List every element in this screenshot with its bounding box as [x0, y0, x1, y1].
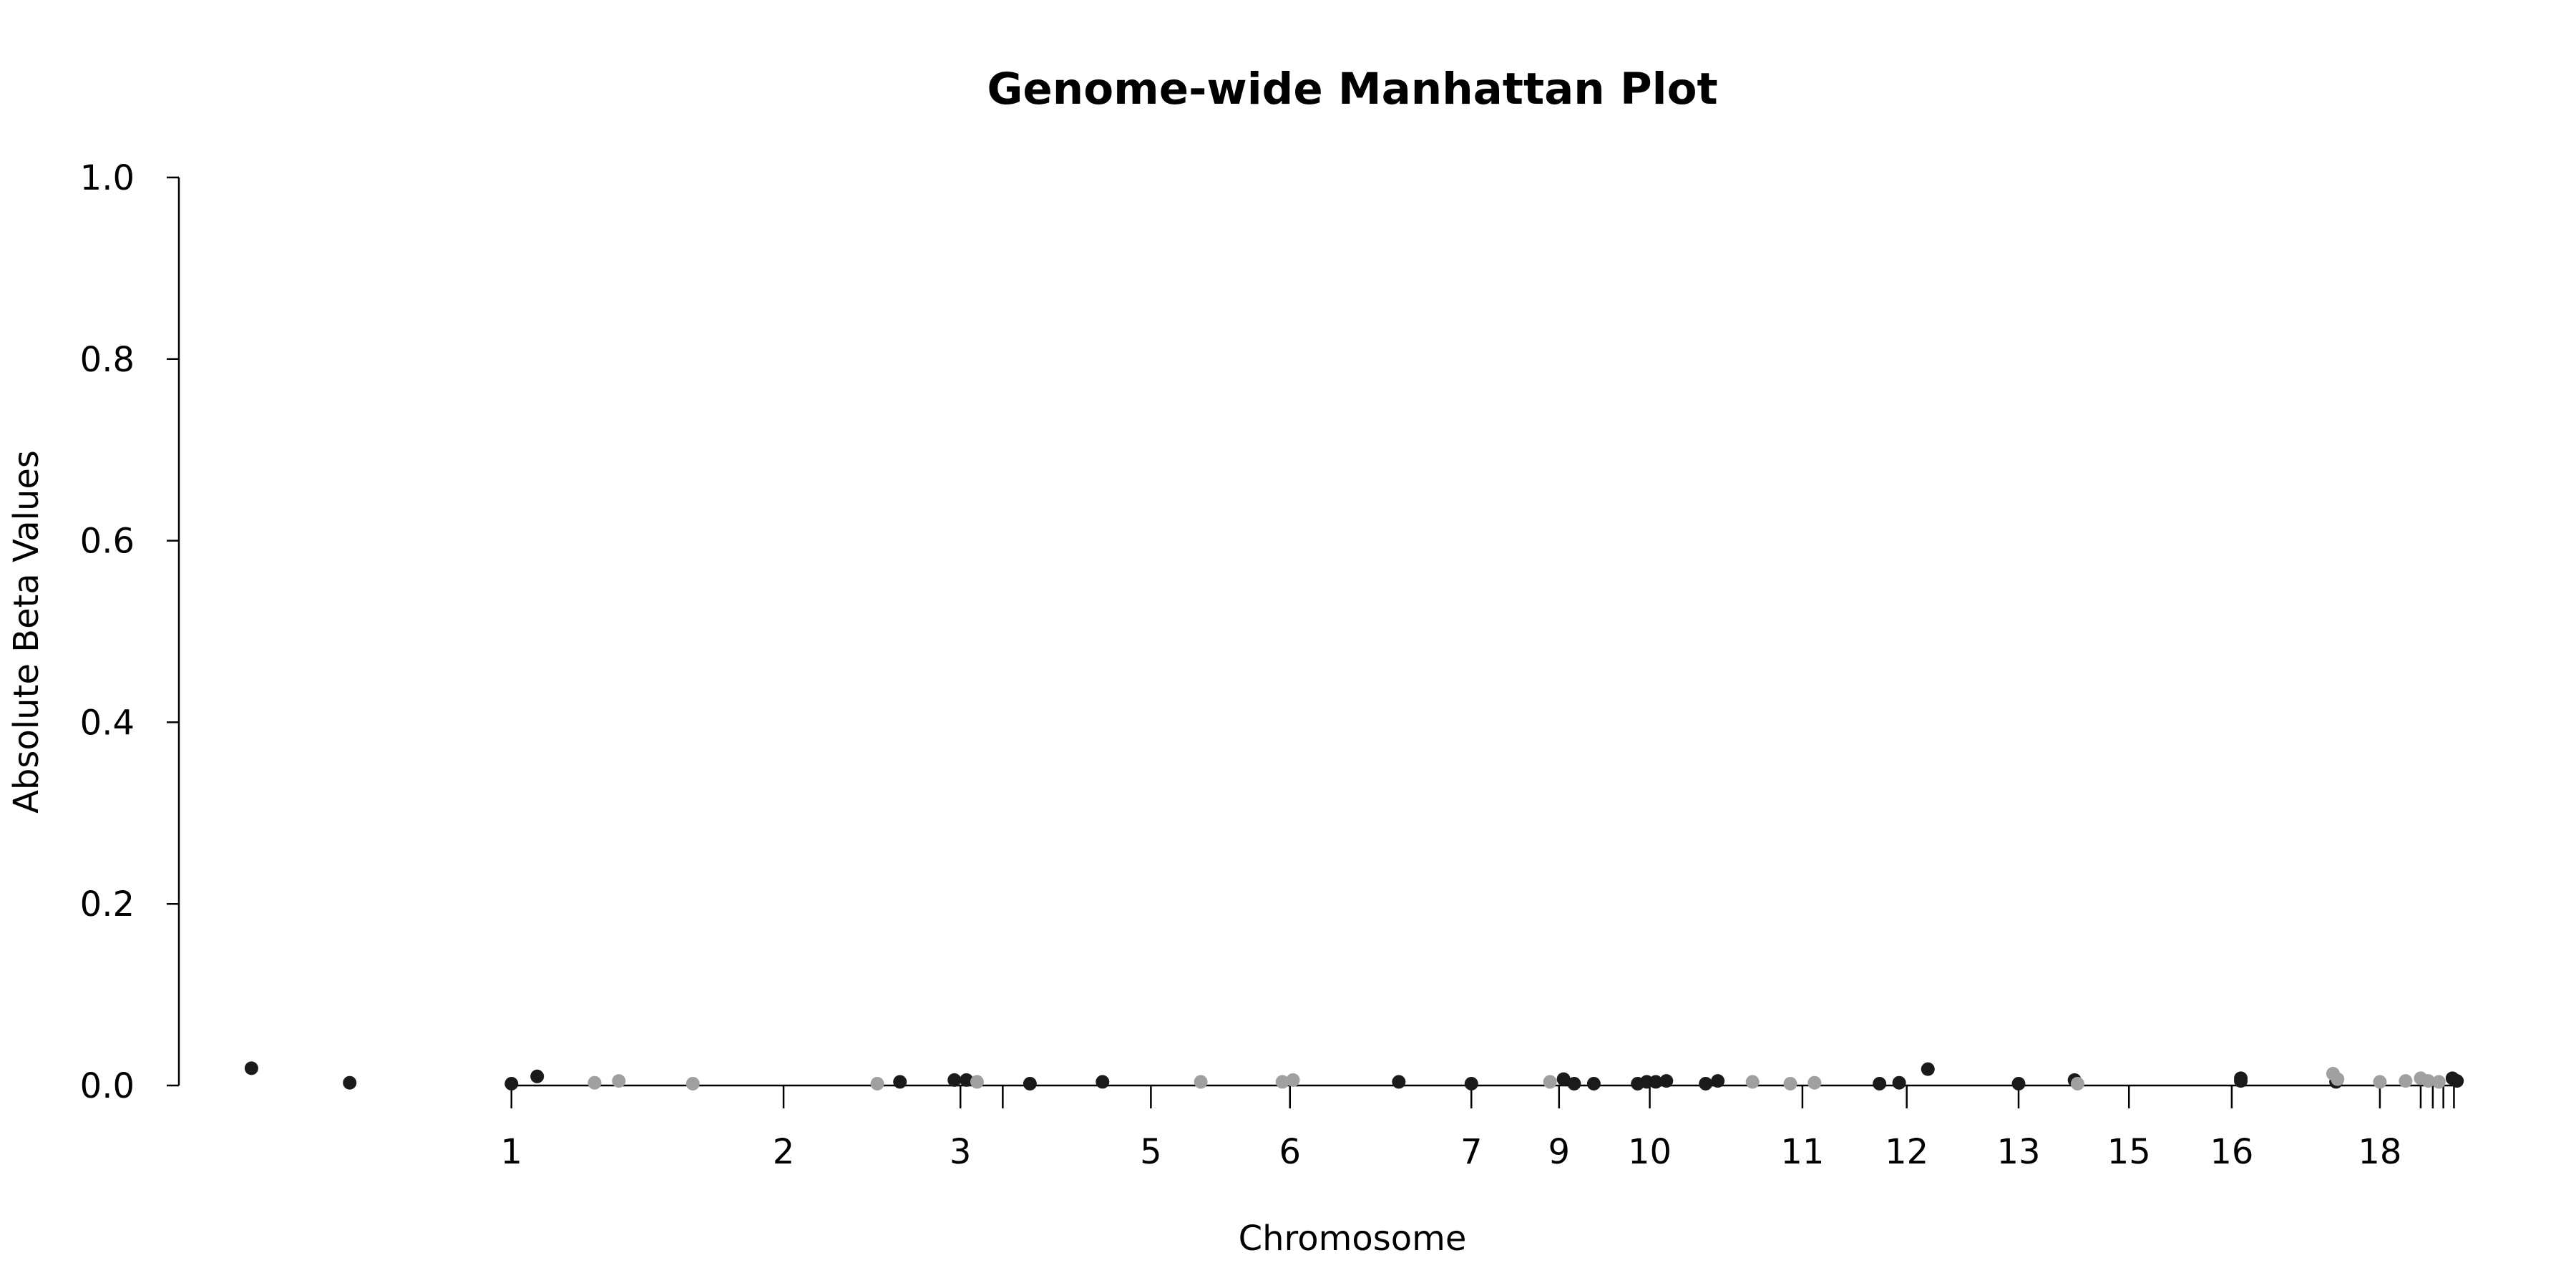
y-axis-label: Absolute Beta Values: [6, 450, 47, 814]
y-tick-label: 1.0: [80, 158, 135, 198]
y-tick-label: 0.8: [80, 340, 135, 380]
x-tick-label: 6: [1279, 1132, 1301, 1172]
data-point: [343, 1075, 357, 1090]
data-points: [244, 1061, 2464, 1091]
x-axis-label: Chromosome: [1239, 1219, 1467, 1259]
data-point: [2399, 1074, 2413, 1088]
data-point: [1586, 1076, 1601, 1091]
data-point: [1286, 1073, 1300, 1087]
x-tick-label: 7: [1460, 1132, 1483, 1172]
data-point: [1392, 1075, 1406, 1089]
data-point: [1023, 1076, 1037, 1091]
x-tick-label: 5: [1140, 1132, 1162, 1172]
x-tick-label: 10: [1628, 1132, 1672, 1172]
x-tick-label: 16: [2210, 1132, 2253, 1172]
data-point: [893, 1075, 907, 1089]
data-point: [947, 1073, 962, 1087]
data-point: [2421, 1074, 2436, 1088]
data-point: [2373, 1075, 2387, 1089]
y-tick-label: 0.6: [80, 522, 135, 562]
data-point: [612, 1074, 626, 1088]
data-point: [1873, 1076, 1887, 1091]
data-point: [587, 1075, 602, 1090]
data-point: [1745, 1075, 1760, 1089]
data-point: [1699, 1076, 1713, 1091]
data-point: [1711, 1074, 1725, 1088]
x-tick-label: 3: [950, 1132, 972, 1172]
data-point: [1275, 1075, 1289, 1089]
data-point: [1659, 1074, 1674, 1088]
data-point: [1783, 1076, 1797, 1091]
x-axis: 1 2 3 5 6 7 9 10 11 12 13 15 16 18: [500, 1084, 2455, 1172]
x-tick-label: 18: [2358, 1132, 2401, 1172]
data-point: [1543, 1075, 1557, 1089]
x-tick-label: 1: [500, 1132, 522, 1172]
data-point: [2331, 1072, 2345, 1086]
data-point: [2234, 1074, 2248, 1088]
y-tick-label: 0.0: [80, 1066, 135, 1106]
x-tick-label: 12: [1885, 1132, 1928, 1172]
x-tick-label: 9: [1548, 1132, 1571, 1172]
x-tick-label: 15: [2107, 1132, 2151, 1172]
data-point: [1807, 1075, 1822, 1090]
data-point: [1096, 1075, 1110, 1089]
data-point: [960, 1073, 974, 1087]
data-point: [870, 1076, 884, 1091]
y-tick-label: 0.4: [80, 703, 135, 743]
data-point: [244, 1061, 258, 1075]
y-axis: 0.0 0.2 0.4 0.6 0.8 1.0: [80, 158, 180, 1106]
data-point: [2070, 1076, 2084, 1091]
data-point: [2450, 1074, 2464, 1088]
data-point: [2011, 1076, 2026, 1091]
data-point: [1921, 1062, 1935, 1076]
data-point: [1556, 1072, 1571, 1086]
data-point: [530, 1069, 545, 1083]
data-point: [1649, 1075, 1663, 1089]
chart-title: Genome-wide Manhattan Plot: [987, 64, 1717, 114]
data-point: [504, 1076, 519, 1091]
y-tick-label: 0.2: [80, 884, 135, 924]
data-point: [1194, 1075, 1208, 1089]
x-tick-label: 13: [1996, 1132, 2040, 1172]
x-tick-label: 2: [773, 1132, 795, 1172]
data-point: [1567, 1076, 1581, 1091]
x-tick-label: 11: [1780, 1132, 1824, 1172]
data-point: [1892, 1075, 1906, 1090]
data-point: [970, 1075, 984, 1089]
data-point: [686, 1076, 700, 1091]
data-point: [2431, 1075, 2446, 1089]
data-point: [1464, 1076, 1478, 1091]
